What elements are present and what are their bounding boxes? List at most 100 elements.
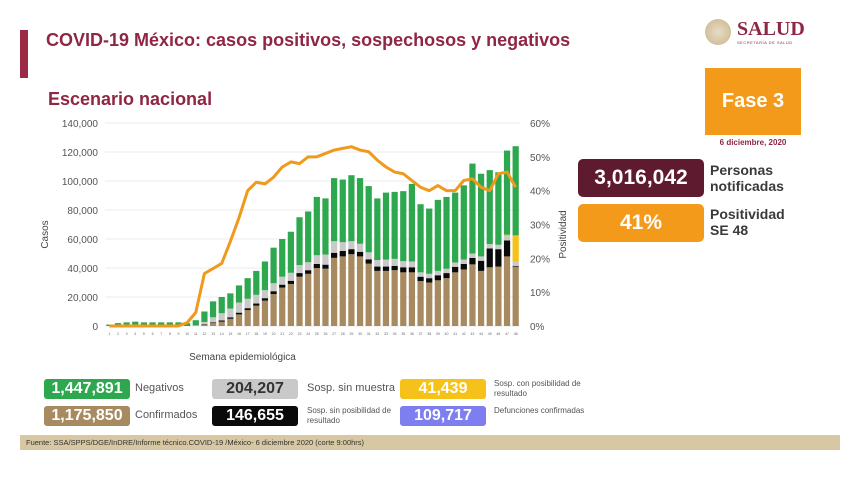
bar-sin_posibilidad — [348, 249, 355, 255]
bar-confirmados — [426, 282, 433, 326]
bar-sin_muestra — [434, 270, 441, 276]
bar-sin_posibilidad — [374, 266, 381, 271]
source-footer: Fuente: SSA/SPPS/DGE/InDRE/Informe técni… — [20, 435, 840, 450]
y-tick-label: 80,000 — [67, 206, 98, 217]
x-tick-label: 32 — [375, 332, 379, 336]
bar-sin_posibilidad — [279, 284, 286, 288]
legend-label: Sosp. con posibilidad de resultado — [494, 379, 581, 398]
bar-confirmados — [244, 310, 251, 326]
bar-confirmados — [305, 273, 312, 326]
bar-negativos — [495, 172, 502, 245]
bar-sin_muestra — [261, 290, 269, 299]
x-tick-label: 39 — [436, 332, 440, 336]
bar-sin_muestra — [469, 253, 476, 258]
fase-badge: Fase 3 — [705, 68, 801, 135]
x-tick-label: 47 — [505, 332, 509, 336]
bar-sin_posibilidad — [296, 273, 303, 277]
positividad-label-line2: SE 48 — [710, 222, 749, 238]
bar-confirmados — [201, 324, 208, 326]
bar-sin_posibilidad — [426, 278, 433, 283]
y2-tick-label: 50% — [530, 153, 550, 164]
x-tick-label: 23 — [298, 332, 302, 336]
bar-negativos — [391, 191, 398, 259]
bar-sin_muestra — [296, 265, 303, 274]
bar-negativos — [158, 322, 165, 326]
x-tick-label: 14 — [220, 332, 224, 336]
x-tick-label: 20 — [272, 332, 276, 336]
seal-icon — [705, 19, 731, 45]
bar-sin_posibilidad — [244, 308, 251, 311]
bar-negativos — [123, 322, 130, 326]
y2-tick-label: 20% — [530, 254, 550, 265]
bar-sin_posibilidad — [218, 320, 225, 322]
x-tick-label: 26 — [324, 332, 328, 336]
bar-negativos — [460, 185, 467, 260]
bar-confirmados — [227, 318, 234, 326]
title-accent-bar — [20, 30, 28, 78]
bar-sin_posibilidad — [313, 263, 320, 268]
x-tick-label: 8 — [169, 332, 171, 336]
bar-negativos — [339, 179, 346, 243]
bar-negativos — [356, 178, 364, 244]
bar-confirmados — [339, 256, 346, 326]
bar-sin_posibilidad — [261, 298, 269, 301]
bar-negativos — [443, 196, 450, 269]
bar-negativos — [313, 196, 320, 256]
bar-negativos — [227, 293, 234, 309]
bar-sin_muestra — [348, 241, 355, 250]
y-tick-label: 140,000 — [62, 119, 99, 130]
bar-confirmados — [460, 269, 467, 326]
x-tick-label: 19 — [263, 332, 267, 336]
legend-value: 1,175,850 — [44, 406, 130, 426]
bar-confirmados — [400, 272, 407, 326]
bar-negativos — [374, 198, 381, 261]
bar-sin_posibilidad — [460, 263, 467, 270]
bar-negativos — [279, 239, 286, 277]
x-tick-label: 5 — [143, 332, 145, 336]
bar-confirmados — [443, 278, 450, 326]
y2-tick-label: 10% — [530, 288, 550, 299]
notificadas-label-line1: Personas — [710, 162, 774, 178]
x-tick-label: 28 — [341, 332, 345, 336]
bar-negativos — [132, 321, 139, 326]
y-tick-label: 120,000 — [62, 148, 99, 159]
bar-negativos — [477, 173, 485, 257]
bar-negativos — [201, 311, 208, 322]
x-tick-label: 4 — [134, 332, 136, 336]
bar-sin_muestra — [374, 260, 381, 267]
positividad-value: 41% — [578, 204, 704, 242]
bar-confirmados — [469, 264, 476, 326]
bar-sin_posibilidad — [486, 248, 493, 268]
bar-negativos — [417, 204, 424, 273]
bar-negativos — [503, 150, 511, 235]
bar-confirmados — [382, 270, 390, 326]
bar-sin_posibilidad — [477, 260, 485, 271]
bar-sin_muestra — [209, 317, 217, 323]
bar-sin_posibilidad — [331, 252, 338, 258]
x-tick-label: 40 — [445, 332, 449, 336]
y-axis-label: Casos — [40, 220, 51, 248]
notificadas-label: Personas notificadas — [710, 162, 820, 194]
x-tick-label: 45 — [488, 332, 492, 336]
bar-confirmados — [391, 270, 398, 326]
bar-confirmados — [356, 256, 364, 326]
bar-sin_muestra — [365, 252, 372, 260]
bar-confirmados — [486, 267, 493, 326]
bar-sin_muestra — [313, 255, 320, 264]
bar-negativos — [452, 192, 459, 263]
bar-confirmados — [434, 280, 441, 326]
x-tick-label: 38 — [427, 332, 431, 336]
bar-sin_posibilidad — [512, 265, 519, 267]
salud-logo: SALUD SECRETARÍA DE SALUD — [705, 18, 805, 46]
bar-confirmados — [296, 276, 303, 326]
bar-confirmados — [374, 270, 381, 326]
y-tick-label: 100,000 — [62, 177, 99, 188]
bar-sin_muestra — [227, 308, 234, 318]
x-tick-label: 41 — [453, 332, 457, 336]
bar-sin_posibilidad — [235, 312, 243, 315]
x-tick-label: 15 — [228, 332, 232, 336]
bar-sin_muestra — [331, 241, 338, 253]
bar-con_posibilidad — [512, 235, 519, 262]
bar-confirmados — [287, 283, 294, 326]
bar-confirmados — [313, 268, 320, 326]
